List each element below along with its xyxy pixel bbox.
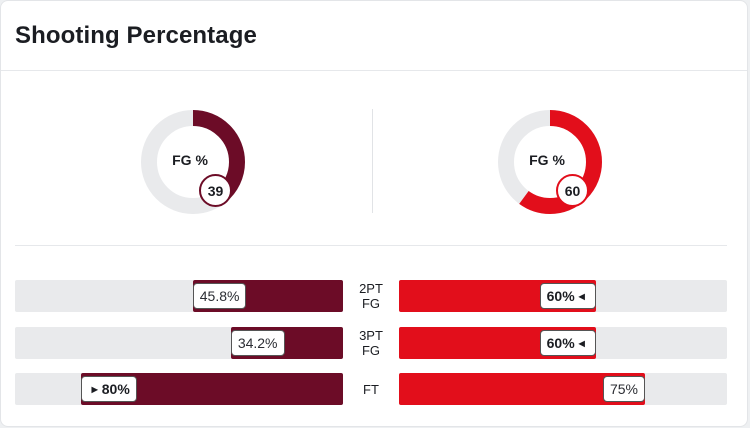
left-value-pill: 45.8% xyxy=(192,283,247,309)
left-value-text: 45.8% xyxy=(199,288,240,304)
stat-row: 45.8% 60% ◀ 2PT FG xyxy=(1,280,747,312)
donut-ring xyxy=(498,110,602,214)
stat-row: ▶ 80% 75% FT xyxy=(1,373,747,405)
right-value-text: 60% xyxy=(546,288,575,304)
card-header: Shooting Percentage xyxy=(1,1,747,71)
card-title: Shooting Percentage xyxy=(15,21,257,49)
caret-left-icon: ◀ xyxy=(578,291,585,301)
donut-ring xyxy=(141,110,245,214)
donut-arc xyxy=(141,110,245,214)
caret-left-icon: ◀ xyxy=(578,338,585,348)
stat-label: 2PT FG xyxy=(359,281,383,311)
team-right-fg-donut: FG % 60 xyxy=(496,108,604,216)
stat-label: 3PT FG xyxy=(359,328,383,358)
left-bar-track: ▶ 80% xyxy=(15,373,343,405)
section-divider xyxy=(15,245,727,246)
caret-right-icon: ▶ xyxy=(91,384,98,394)
right-bar-track: 60% ◀ xyxy=(399,327,727,359)
right-value-pill: 60% ◀ xyxy=(539,330,596,356)
donut-label: FG % xyxy=(172,152,208,168)
right-bar-track: 60% ◀ xyxy=(399,280,727,312)
stat-row: 34.2% 60% ◀ 3PT FG xyxy=(1,327,747,359)
right-value-text: 75% xyxy=(609,381,638,397)
left-value-text: 34.2% xyxy=(237,335,278,351)
right-value-pill: 75% xyxy=(602,376,645,402)
team-left-fg-donut: FG % 39 xyxy=(139,108,247,216)
left-bar-track: 45.8% xyxy=(15,280,343,312)
vertical-divider xyxy=(372,109,373,213)
donut-value-badge: 60 xyxy=(556,174,589,207)
donut-arc xyxy=(498,110,602,214)
left-bar-track: 34.2% xyxy=(15,327,343,359)
donut-label: FG % xyxy=(529,152,565,168)
right-value-text: 60% xyxy=(546,335,575,351)
stat-label: FT xyxy=(363,381,379,397)
right-bar-track: 75% xyxy=(399,373,727,405)
left-value-pill: ▶ 80% xyxy=(80,376,137,402)
right-value-pill: 60% ◀ xyxy=(539,283,596,309)
left-value-pill: 34.2% xyxy=(230,330,285,356)
fg-donut-section: FG % 39 FG % 60 xyxy=(1,71,747,246)
left-value-text: 80% xyxy=(101,381,130,397)
donut-value-badge: 39 xyxy=(199,174,232,207)
